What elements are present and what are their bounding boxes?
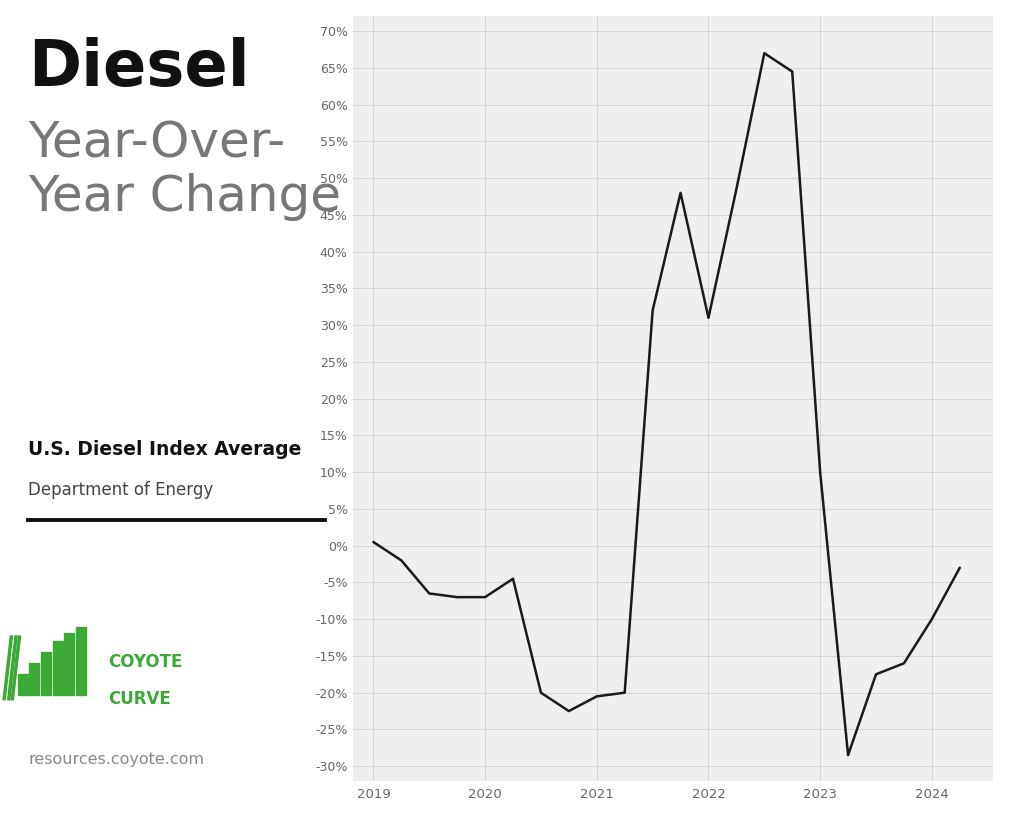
Text: CURVE: CURVE [108, 690, 171, 709]
Bar [52, 641, 62, 695]
Bar [65, 633, 74, 695]
Text: resources.coyote.com: resources.coyote.com [29, 752, 204, 767]
Bar [30, 663, 39, 695]
Bar [41, 652, 51, 695]
Text: COYOTE: COYOTE [108, 653, 182, 672]
Text: Year-Over-
Year Change: Year-Over- Year Change [29, 119, 341, 221]
Bar [17, 674, 28, 695]
Text: Department of Energy: Department of Energy [29, 481, 214, 499]
Text: U.S. Diesel Index Average: U.S. Diesel Index Average [29, 440, 302, 459]
Text: Diesel: Diesel [29, 37, 250, 99]
Bar [76, 627, 86, 695]
